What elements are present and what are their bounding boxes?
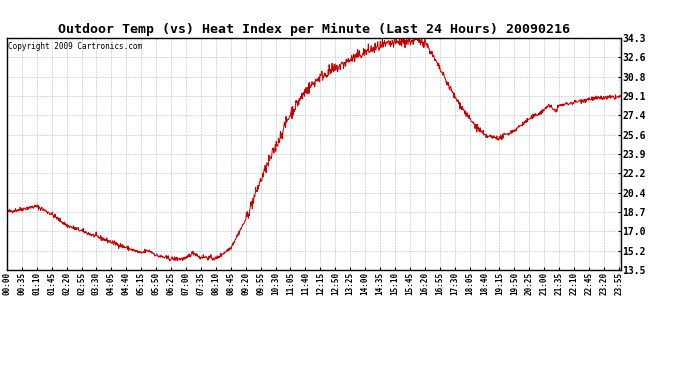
Title: Outdoor Temp (vs) Heat Index per Minute (Last 24 Hours) 20090216: Outdoor Temp (vs) Heat Index per Minute … — [58, 23, 570, 36]
Text: Copyright 2009 Cartronics.com: Copyright 2009 Cartronics.com — [8, 42, 142, 51]
